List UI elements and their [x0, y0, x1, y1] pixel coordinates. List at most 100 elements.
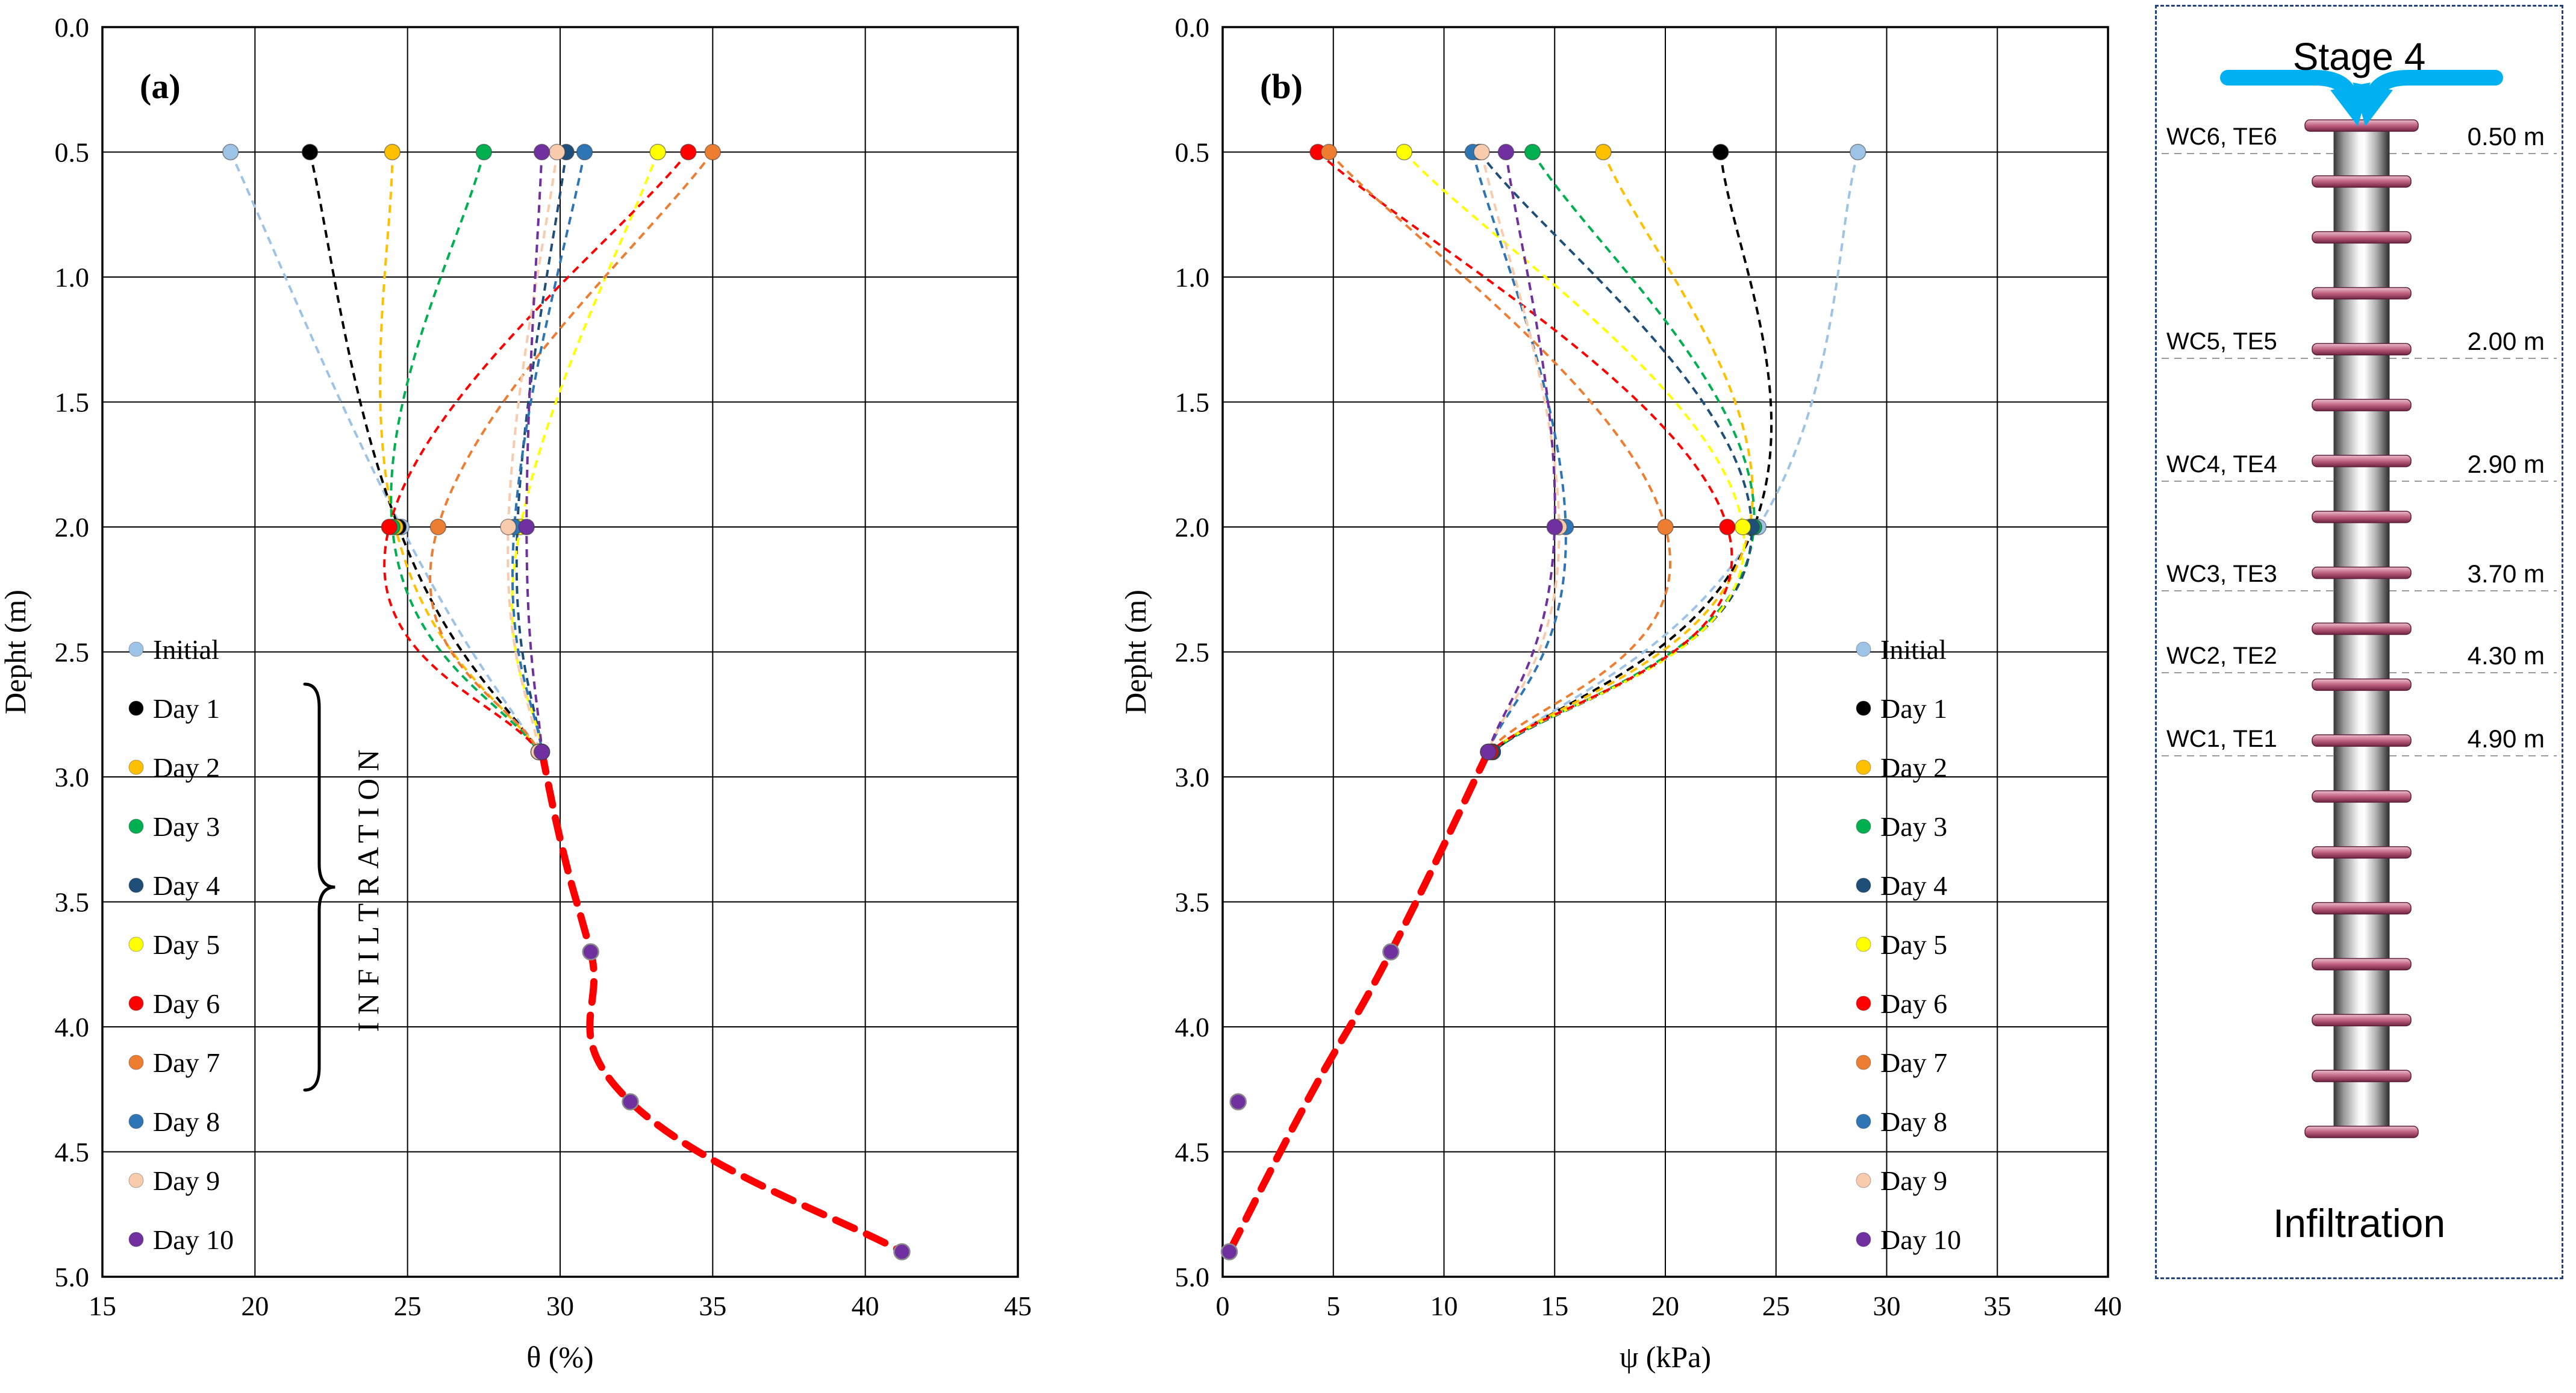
legend-label: Day 5	[153, 929, 220, 960]
legend-label: Day 8	[1880, 1106, 1947, 1137]
series-line-day-6	[1317, 151, 1733, 753]
legend-label: Day 8	[153, 1106, 220, 1137]
column-ring	[2312, 790, 2412, 803]
x-tick-label: 45	[1004, 1291, 1032, 1321]
column-ring	[2304, 1126, 2419, 1138]
sensor-depth-label: 0.50 m	[2467, 122, 2545, 151]
data-marker	[704, 143, 722, 161]
series-line-day-3	[1491, 151, 1756, 753]
data-marker	[475, 143, 493, 161]
legend-label: Day 6	[1880, 988, 1947, 1019]
legend-swatch	[1856, 641, 1871, 657]
right-infiltration-arrow	[2353, 70, 2503, 126]
x-tick-label: 35	[699, 1291, 726, 1321]
series-line-initial	[1492, 151, 1859, 753]
data-marker	[429, 519, 447, 535]
stage-title-label: Stage 4	[2292, 35, 2426, 78]
series-line-day-2	[1489, 151, 1754, 753]
x-tick-label: 40	[852, 1291, 879, 1321]
x-tick-label: 35	[1983, 1291, 2011, 1321]
legend-swatch	[1856, 818, 1871, 834]
left-infiltration-arrow	[2220, 70, 2371, 126]
column-ring	[2312, 455, 2412, 467]
sensor-depth-label: 4.30 m	[2467, 641, 2545, 670]
y-tick-label: 2.5	[55, 637, 90, 668]
series-line-day-5	[511, 151, 659, 752]
x-tick-label: 15	[89, 1291, 116, 1321]
data-marker	[301, 143, 319, 161]
legend-swatch	[128, 700, 144, 716]
panel-label: (b)	[1260, 67, 1303, 106]
data-marker	[1473, 143, 1490, 161]
infiltration-brace	[303, 682, 335, 1092]
data-marker	[1719, 519, 1736, 535]
data-marker	[649, 143, 666, 161]
data-marker	[500, 519, 517, 535]
legend-swatch	[128, 1055, 144, 1070]
legend-swatch	[128, 641, 144, 657]
column-ring	[2312, 566, 2412, 579]
legend-label: Day 2	[153, 752, 220, 783]
series-line-day-5	[1403, 151, 1745, 753]
legend-swatch	[128, 1232, 144, 1247]
series-line-day-3	[390, 152, 540, 753]
legend-swatch	[128, 818, 144, 834]
y-tick-label: 5.0	[1175, 1262, 1210, 1292]
data-marker	[1734, 519, 1751, 535]
y-tick-label: 0.0	[55, 12, 90, 43]
legend-swatch	[128, 1114, 144, 1129]
infiltration-arrows	[2220, 70, 2503, 126]
data-marker	[1480, 743, 1497, 761]
plot-border	[101, 26, 1019, 1278]
data-marker	[1497, 143, 1515, 161]
gridlines	[102, 26, 1018, 1277]
legend-swatch	[128, 877, 144, 893]
legend-swatch	[1856, 759, 1871, 775]
x-tick-label: 15	[1541, 1291, 1568, 1321]
deep-marker	[582, 943, 599, 961]
legend-label: Day 3	[1880, 811, 1947, 842]
legend-label: Day 1	[1880, 693, 1947, 724]
legend-label: Initial	[153, 634, 219, 665]
legend-label: Day 6	[153, 988, 220, 1019]
sensor-label: WC4, TE4	[2166, 451, 2277, 478]
deep-profile-line	[1226, 748, 1492, 1256]
legend-swatch	[128, 1173, 144, 1188]
y-axis-title: Depht (m)	[0, 590, 32, 714]
y-tick-label: 3.5	[55, 887, 90, 918]
legend-swatch	[128, 936, 144, 952]
legend-label: Day 2	[1880, 752, 1947, 783]
y-tick-label: 3.0	[55, 762, 90, 793]
series-line-day-1	[1491, 152, 1773, 753]
y-tick-label: 1.0	[1175, 262, 1210, 293]
column-ring	[2312, 511, 2412, 523]
y-tick-label: 0.0	[1175, 12, 1210, 43]
y-tick-label: 4.0	[55, 1012, 90, 1042]
legend-swatch	[1856, 877, 1871, 893]
y-tick-label: 2.0	[55, 512, 90, 543]
deep-marker	[1229, 1093, 1247, 1111]
legend-swatch	[1856, 1232, 1871, 1247]
series-line-day-10	[525, 152, 543, 752]
series-line-day-10	[1487, 152, 1556, 753]
data-marker	[1524, 143, 1541, 161]
series-line-day-8	[511, 152, 586, 752]
series-line-day-7	[429, 151, 714, 753]
sensor-label: WC5, TE5	[2166, 328, 2277, 355]
column-ring	[2312, 958, 2412, 971]
legend: Initial Day 1 Day 2 Day 3 Day 4 Day 5 Day 6 Day…	[1856, 634, 1961, 1255]
x-axis-title: θ (%)	[526, 1340, 593, 1374]
x-tick-label: 25	[1762, 1291, 1790, 1321]
x-tick-label: 0	[1216, 1291, 1230, 1321]
y-tick-label: 0.5	[1175, 137, 1210, 168]
deep-marker	[1382, 943, 1400, 961]
x-tick-label: 5	[1326, 1291, 1340, 1321]
data-marker	[381, 519, 398, 535]
sensor-depth-label: 4.90 m	[2467, 725, 2545, 753]
column-ring	[2312, 622, 2412, 635]
chart-a: 15 20 25 30 35 40 45 0.0 0.5 1.0 1.5 2.0 2.5 3.0 3.5 4.…	[0, 12, 1032, 1374]
x-tick-label: 10	[1430, 1291, 1458, 1321]
legend-label: Initial	[1880, 634, 1947, 665]
y-tick-label: 4.0	[1175, 1012, 1210, 1042]
